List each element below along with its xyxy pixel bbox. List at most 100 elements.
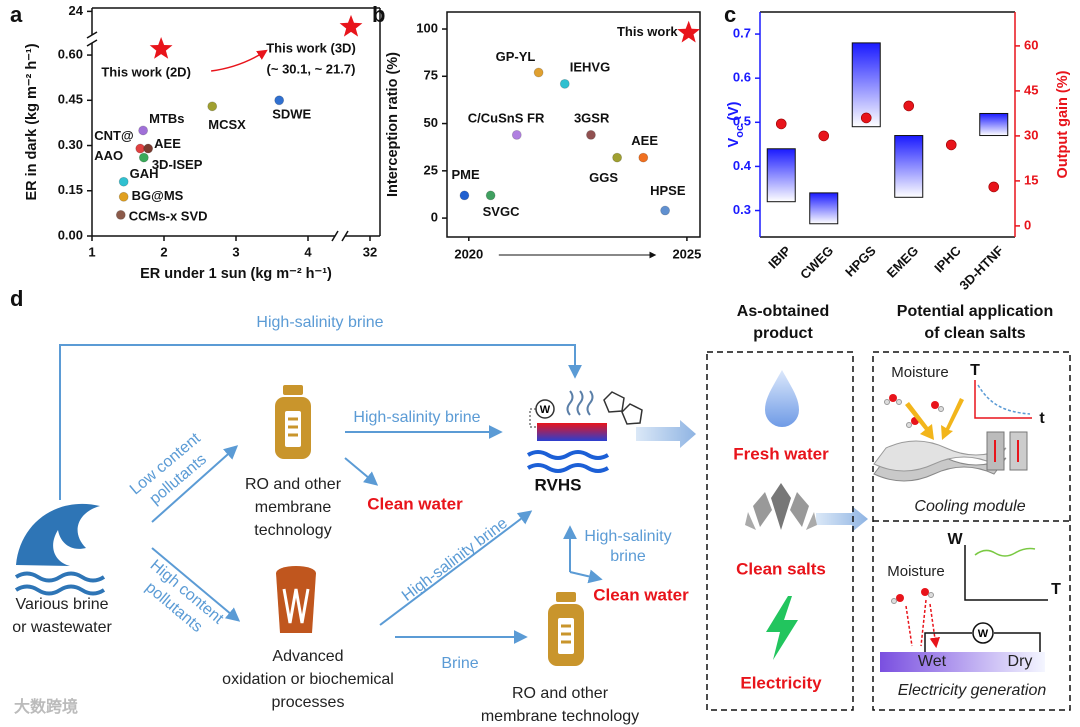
salt-crystal-icon (745, 483, 817, 530)
point (511, 129, 522, 140)
y-axis-label: Voc (V) (726, 101, 746, 147)
flow-label: High-salinity brine (399, 515, 511, 605)
range-bar (766, 148, 796, 203)
point (586, 129, 596, 140)
flow-arrows-path (379, 510, 533, 626)
point (612, 152, 623, 163)
ro-bottle-icon (275, 385, 311, 459)
y-tick-label: 0.45 (58, 92, 83, 107)
point (138, 125, 149, 136)
meter-label: W (978, 628, 989, 640)
electricity-illustration-path (964, 545, 1048, 601)
point-label: C/CuSnS FR (468, 110, 545, 125)
x-tick-label: 2025 (672, 246, 701, 261)
flow-arrows-path (569, 569, 603, 584)
flow-label-group: Low content pollutants (127, 430, 210, 508)
illustration-label: W (947, 531, 963, 548)
y-tick-label: 0.00 (58, 227, 83, 242)
y-tick-label: 0.7 (733, 25, 751, 40)
panel-label: d (10, 286, 23, 311)
star-point (339, 14, 363, 37)
point-label: 3D-ISEP (152, 157, 203, 172)
watermark: 大数跨境 (14, 697, 78, 716)
electricity-illustration-path (974, 547, 1036, 557)
x-tick-label: 2 (160, 244, 167, 259)
dashed-boxes (706, 351, 1071, 711)
ro-bottle-icon-path (561, 624, 571, 644)
rvhs-icon (526, 390, 643, 473)
panel-label: c (724, 2, 736, 27)
x-tick-label: 2020 (454, 246, 483, 261)
ro-bottle-icon-rect (283, 385, 303, 395)
ro-bottle-icon (548, 592, 584, 666)
point (143, 143, 154, 154)
point-label: This work (2D) (101, 64, 191, 79)
node-label: membrane (255, 499, 332, 516)
electricity-illustration-circle (896, 594, 904, 602)
flow-arrows-path (151, 547, 241, 622)
y-tick-label: 50 (424, 115, 438, 130)
dashed-boxes-rect (706, 351, 854, 711)
gain-point (945, 139, 957, 151)
flow-label: High-salinity brine (353, 409, 480, 426)
flow-label: High-salinity (584, 528, 671, 545)
x-tick-label: 1 (88, 244, 95, 259)
node-label: membrane technology (481, 708, 639, 725)
plot-frame (446, 11, 701, 238)
flow-arrows-path (816, 506, 868, 532)
ro-bottle-icon-rect (556, 592, 576, 602)
y-axis-label-part: oc (734, 125, 746, 138)
section-title: As-obtained (737, 303, 829, 320)
rvhs-icon-polygon (603, 391, 625, 413)
y-tick-label: 0.5 (733, 114, 751, 129)
point (638, 152, 649, 163)
point-label: SVGC (483, 204, 520, 219)
x-tick-label: HPGS (842, 243, 879, 280)
point-label: GGS (589, 170, 618, 185)
x-tick-label: CWEG (797, 243, 836, 282)
point-label: PME (451, 167, 480, 182)
illustration-label: Moisture (887, 563, 945, 580)
node-label: RO and other (512, 685, 609, 702)
gain-point (860, 112, 872, 124)
water-drop-icon (765, 370, 799, 427)
illustration-label: Dry (1008, 653, 1033, 670)
range-bar (894, 135, 924, 198)
cooling-illustration-circle (889, 394, 897, 402)
cooling-illustration (873, 380, 1032, 482)
cooling-illustration-path (905, 402, 934, 440)
node-label: technology (254, 522, 331, 539)
section-title: Potential application (897, 303, 1053, 320)
illustration-label: Wet (918, 653, 947, 670)
flow-arrows-path (636, 420, 696, 448)
cooling-illustration-circle (931, 401, 939, 409)
point-label: GAH (130, 166, 159, 181)
y-tick-label: 0.3 (733, 202, 751, 217)
product-label: Electricity (740, 673, 822, 692)
salt-crystal-icon-polygon (806, 512, 817, 530)
flow-arrows-path (344, 457, 379, 486)
electricity-illustration-circle (972, 622, 994, 644)
y-tick-label: 0 (431, 210, 438, 225)
y-tick-label: 75 (424, 68, 438, 83)
annotation-arrow (211, 49, 268, 72)
node-label: Advanced (272, 648, 343, 665)
illustration-label: t (1039, 410, 1045, 427)
point-label: AEE (154, 136, 181, 151)
point-label: AEE (631, 133, 658, 148)
point-label: BG@MS (132, 188, 184, 203)
electricity-illustration-circle (891, 598, 897, 604)
cooling-illustration-circle (938, 406, 944, 412)
caption: Cooling module (914, 498, 1025, 515)
illustration-label: T (970, 362, 980, 379)
y-axis-label: ER in dark (kg m⁻² h⁻¹) (24, 43, 40, 200)
flow-arrows-path (151, 445, 239, 523)
x-tick-label: IBIP (765, 243, 794, 272)
axis-break (86, 39, 98, 47)
node-label: oxidation or biochemical (222, 671, 394, 688)
range-bar (979, 112, 1009, 137)
output-label: Clean water (367, 494, 463, 513)
y2-tick-label: 30 (1024, 127, 1038, 142)
output-label: Clean water (593, 585, 689, 604)
